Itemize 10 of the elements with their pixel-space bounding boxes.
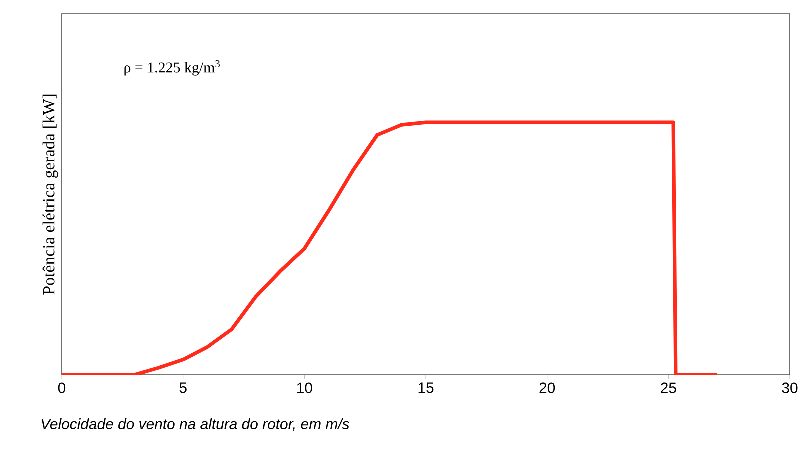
x-tick-label: 30	[782, 382, 798, 394]
x-tick-label: 15	[418, 382, 434, 394]
x-tick-label: 20	[540, 382, 556, 394]
text: ρ = 1.225 kg/m$^{3}$	[124, 60, 220, 76]
x-tick-label: 5	[180, 382, 187, 394]
y-axis-title: Potência elétrica gerada [kW]	[42, 94, 58, 295]
x-tick-label: 25	[661, 382, 676, 394]
x-tick-label: 0	[58, 382, 66, 394]
x-axis-title: Velocidade do vento na altura do rotor, em m/s	[42, 418, 350, 432]
x-tick-label: 10	[298, 382, 312, 394]
